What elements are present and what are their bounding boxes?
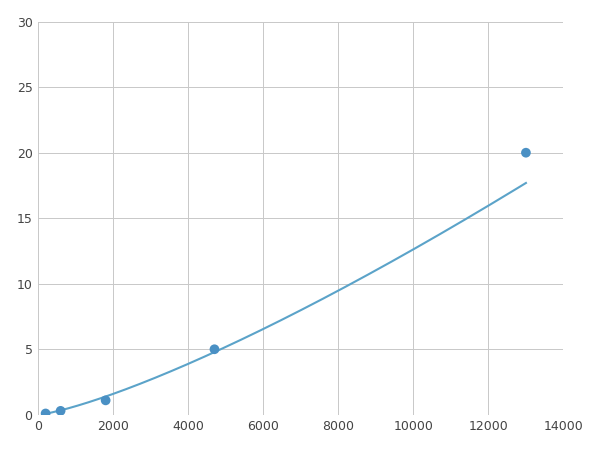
Point (101, 397, 110, 404)
Point (56, 407, 65, 414)
Point (41, 410, 50, 417)
Point (209, 346, 219, 353)
Point (521, 149, 531, 156)
